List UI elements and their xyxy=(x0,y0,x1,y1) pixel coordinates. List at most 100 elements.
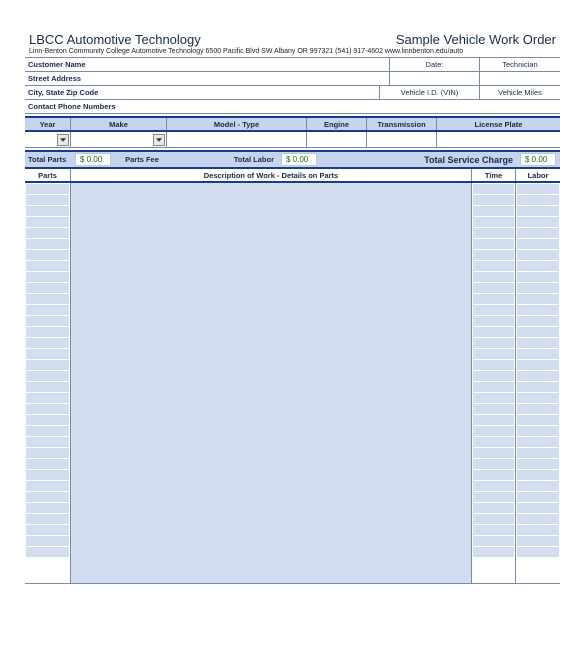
cell-slot[interactable] xyxy=(473,437,514,447)
cell-slot[interactable] xyxy=(473,283,514,293)
cell-slot[interactable] xyxy=(26,360,69,370)
cell-slot[interactable] xyxy=(26,382,69,392)
cell-slot[interactable] xyxy=(517,349,559,359)
cell-slot[interactable] xyxy=(26,305,69,315)
cell-slot[interactable] xyxy=(473,371,514,381)
cell-slot[interactable] xyxy=(517,305,559,315)
cell-slot[interactable] xyxy=(26,514,69,524)
cell-slot[interactable] xyxy=(26,525,69,535)
cell-slot[interactable] xyxy=(517,184,559,194)
cell-slot[interactable] xyxy=(26,195,69,205)
cell-slot[interactable] xyxy=(517,294,559,304)
cell-slot[interactable] xyxy=(26,470,69,480)
cell-slot[interactable] xyxy=(26,426,69,436)
cell-slot[interactable] xyxy=(26,393,69,403)
technician-field[interactable] xyxy=(480,72,560,85)
cell-slot[interactable] xyxy=(473,514,514,524)
cell-slot[interactable] xyxy=(26,272,69,282)
cell-slot[interactable] xyxy=(473,415,514,425)
cell-slot[interactable] xyxy=(517,338,559,348)
chevron-down-icon[interactable] xyxy=(57,134,69,146)
cell-slot[interactable] xyxy=(473,404,514,414)
cell-slot[interactable] xyxy=(473,338,514,348)
cell-slot[interactable] xyxy=(517,217,559,227)
cell-slot[interactable] xyxy=(473,272,514,282)
cell-slot[interactable] xyxy=(473,250,514,260)
cell-slot[interactable] xyxy=(473,448,514,458)
description-column[interactable] xyxy=(71,183,472,583)
cell-slot[interactable] xyxy=(473,195,514,205)
cell-slot[interactable] xyxy=(517,239,559,249)
cell-slot[interactable] xyxy=(26,184,69,194)
cell-slot[interactable] xyxy=(26,338,69,348)
cell-slot[interactable] xyxy=(26,503,69,513)
cell-slot[interactable] xyxy=(517,393,559,403)
cell-slot[interactable] xyxy=(473,316,514,326)
model-input[interactable] xyxy=(167,132,307,147)
cell-slot[interactable] xyxy=(473,382,514,392)
cell-slot[interactable] xyxy=(473,360,514,370)
cell-slot[interactable] xyxy=(26,459,69,469)
cell-slot[interactable] xyxy=(517,470,559,480)
cell-slot[interactable] xyxy=(473,481,514,491)
cell-slot[interactable] xyxy=(517,250,559,260)
cell-slot[interactable] xyxy=(473,239,514,249)
cell-slot[interactable] xyxy=(517,481,559,491)
cell-slot[interactable] xyxy=(473,327,514,337)
cell-slot[interactable] xyxy=(473,217,514,227)
cell-slot[interactable] xyxy=(26,294,69,304)
license-input[interactable] xyxy=(437,132,560,147)
cell-slot[interactable] xyxy=(517,459,559,469)
cell-slot[interactable] xyxy=(26,404,69,414)
date-field[interactable] xyxy=(390,72,480,85)
cell-slot[interactable] xyxy=(517,437,559,447)
cell-slot[interactable] xyxy=(26,206,69,216)
engine-input[interactable] xyxy=(307,132,367,147)
cell-slot[interactable] xyxy=(517,360,559,370)
cell-slot[interactable] xyxy=(26,217,69,227)
cell-slot[interactable] xyxy=(26,327,69,337)
cell-slot[interactable] xyxy=(517,547,559,557)
cell-slot[interactable] xyxy=(473,492,514,502)
cell-slot[interactable] xyxy=(26,250,69,260)
cell-slot[interactable] xyxy=(517,382,559,392)
cell-slot[interactable] xyxy=(517,525,559,535)
cell-slot[interactable] xyxy=(517,503,559,513)
cell-slot[interactable] xyxy=(26,239,69,249)
cell-slot[interactable] xyxy=(26,415,69,425)
cell-slot[interactable] xyxy=(26,492,69,502)
cell-slot[interactable] xyxy=(517,261,559,271)
cell-slot[interactable] xyxy=(517,327,559,337)
cell-slot[interactable] xyxy=(26,437,69,447)
cell-slot[interactable] xyxy=(473,459,514,469)
cell-slot[interactable] xyxy=(26,261,69,271)
cell-slot[interactable] xyxy=(26,371,69,381)
cell-slot[interactable] xyxy=(517,228,559,238)
cell-slot[interactable] xyxy=(26,547,69,557)
cell-slot[interactable] xyxy=(26,448,69,458)
cell-slot[interactable] xyxy=(473,525,514,535)
make-select[interactable] xyxy=(71,132,167,147)
cell-slot[interactable] xyxy=(517,426,559,436)
cell-slot[interactable] xyxy=(517,492,559,502)
cell-slot[interactable] xyxy=(26,283,69,293)
cell-slot[interactable] xyxy=(26,228,69,238)
cell-slot[interactable] xyxy=(473,261,514,271)
cell-slot[interactable] xyxy=(517,316,559,326)
cell-slot[interactable] xyxy=(473,536,514,546)
cell-slot[interactable] xyxy=(26,316,69,326)
cell-slot[interactable] xyxy=(517,448,559,458)
cell-slot[interactable] xyxy=(26,481,69,491)
cell-slot[interactable] xyxy=(26,536,69,546)
cell-slot[interactable] xyxy=(473,470,514,480)
cell-slot[interactable] xyxy=(517,514,559,524)
cell-slot[interactable] xyxy=(517,272,559,282)
cell-slot[interactable] xyxy=(473,294,514,304)
cell-slot[interactable] xyxy=(473,503,514,513)
cell-slot[interactable] xyxy=(517,283,559,293)
cell-slot[interactable] xyxy=(517,404,559,414)
cell-slot[interactable] xyxy=(473,228,514,238)
cell-slot[interactable] xyxy=(473,206,514,216)
chevron-down-icon[interactable] xyxy=(153,134,165,146)
cell-slot[interactable] xyxy=(517,195,559,205)
